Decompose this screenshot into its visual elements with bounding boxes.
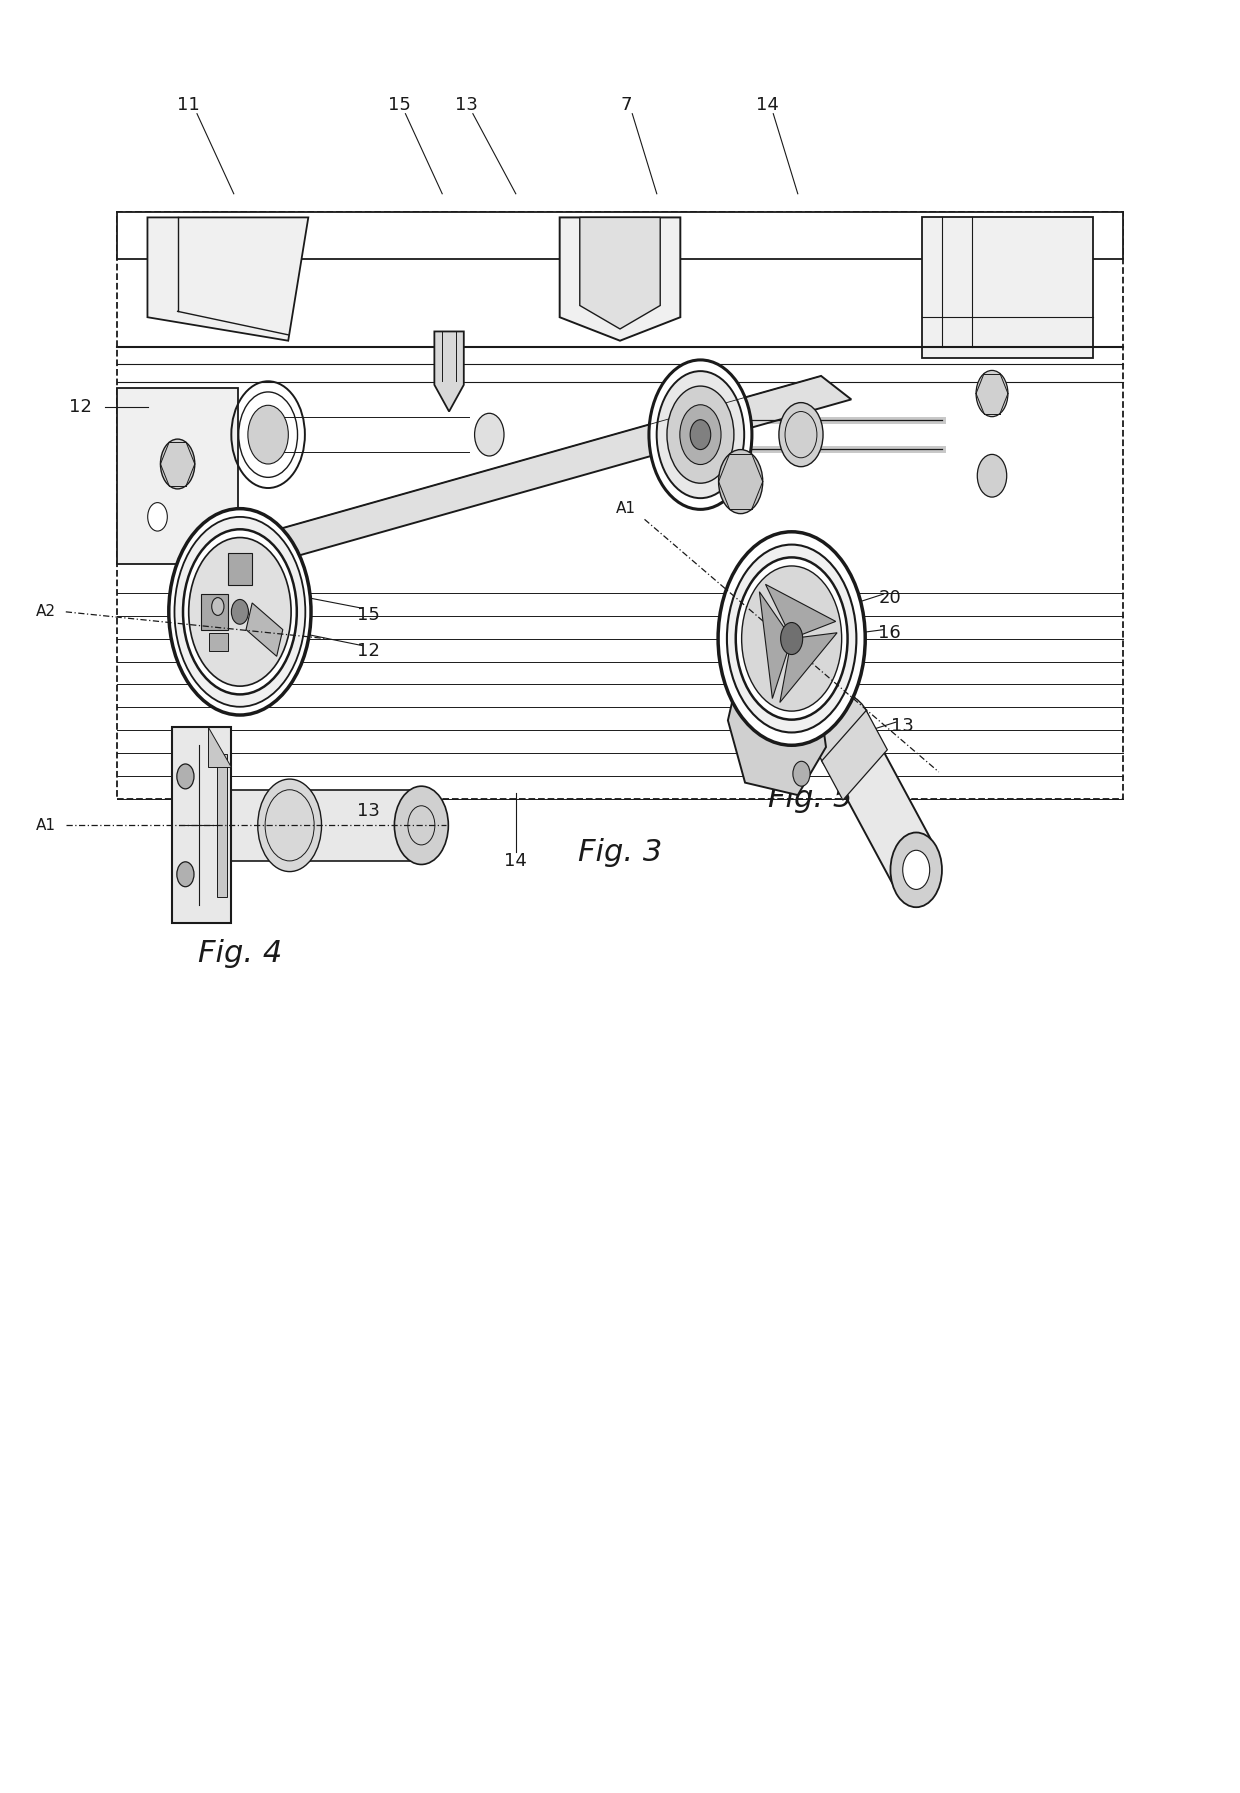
Circle shape xyxy=(779,403,823,466)
Circle shape xyxy=(657,371,744,498)
Text: 13: 13 xyxy=(890,717,914,735)
Polygon shape xyxy=(822,710,888,800)
Polygon shape xyxy=(197,377,851,576)
Bar xyxy=(228,789,422,861)
Polygon shape xyxy=(208,728,232,767)
Polygon shape xyxy=(201,593,228,629)
Text: 14: 14 xyxy=(505,852,527,870)
Polygon shape xyxy=(210,633,228,651)
Polygon shape xyxy=(148,217,309,341)
Text: A2: A2 xyxy=(36,604,56,619)
Circle shape xyxy=(177,764,193,789)
Text: 11: 11 xyxy=(177,95,200,113)
Bar xyxy=(172,728,232,923)
Circle shape xyxy=(667,385,734,482)
Circle shape xyxy=(475,414,503,455)
Polygon shape xyxy=(434,332,464,412)
Circle shape xyxy=(792,762,810,785)
Circle shape xyxy=(903,850,930,889)
Polygon shape xyxy=(773,617,935,891)
Text: 16: 16 xyxy=(878,624,901,642)
Polygon shape xyxy=(580,217,660,328)
Circle shape xyxy=(727,545,857,733)
Circle shape xyxy=(177,862,193,888)
Circle shape xyxy=(691,420,711,450)
Polygon shape xyxy=(780,633,837,703)
Polygon shape xyxy=(921,217,1092,359)
Circle shape xyxy=(212,597,224,615)
Polygon shape xyxy=(118,387,238,563)
Circle shape xyxy=(394,785,449,864)
Circle shape xyxy=(718,533,866,746)
Text: Fig. 3: Fig. 3 xyxy=(578,837,662,866)
Circle shape xyxy=(816,694,872,776)
Circle shape xyxy=(188,538,291,687)
Text: 14: 14 xyxy=(755,95,779,113)
Circle shape xyxy=(781,622,802,654)
Bar xyxy=(217,755,227,896)
Circle shape xyxy=(169,509,311,715)
Circle shape xyxy=(160,439,195,489)
Circle shape xyxy=(175,516,305,706)
Circle shape xyxy=(977,454,1007,497)
Circle shape xyxy=(148,502,167,531)
Circle shape xyxy=(248,405,289,464)
Polygon shape xyxy=(728,667,826,794)
Text: 7: 7 xyxy=(620,95,632,113)
Circle shape xyxy=(742,567,842,712)
Text: 13: 13 xyxy=(455,95,479,113)
Circle shape xyxy=(890,832,942,907)
Text: 15: 15 xyxy=(357,606,381,624)
Circle shape xyxy=(649,360,751,509)
Text: A1: A1 xyxy=(36,818,56,832)
Polygon shape xyxy=(118,212,1122,258)
Text: 20: 20 xyxy=(878,588,901,606)
Polygon shape xyxy=(228,552,252,585)
Text: Fig. 5: Fig. 5 xyxy=(768,784,852,814)
Polygon shape xyxy=(759,592,791,699)
Polygon shape xyxy=(765,585,836,638)
Circle shape xyxy=(258,780,321,871)
Circle shape xyxy=(718,450,763,513)
Circle shape xyxy=(735,558,848,719)
Text: 12: 12 xyxy=(69,398,92,416)
Text: 12: 12 xyxy=(357,642,381,660)
Text: 13: 13 xyxy=(357,801,381,819)
Circle shape xyxy=(976,371,1008,416)
Circle shape xyxy=(680,405,720,464)
Polygon shape xyxy=(246,602,283,656)
Text: 14: 14 xyxy=(210,891,233,909)
Bar xyxy=(118,212,1122,798)
Text: A1: A1 xyxy=(616,502,636,516)
Circle shape xyxy=(232,599,248,624)
Circle shape xyxy=(184,529,296,694)
Text: 15: 15 xyxy=(388,95,410,113)
Text: Fig. 4: Fig. 4 xyxy=(198,940,281,968)
Polygon shape xyxy=(559,217,681,341)
